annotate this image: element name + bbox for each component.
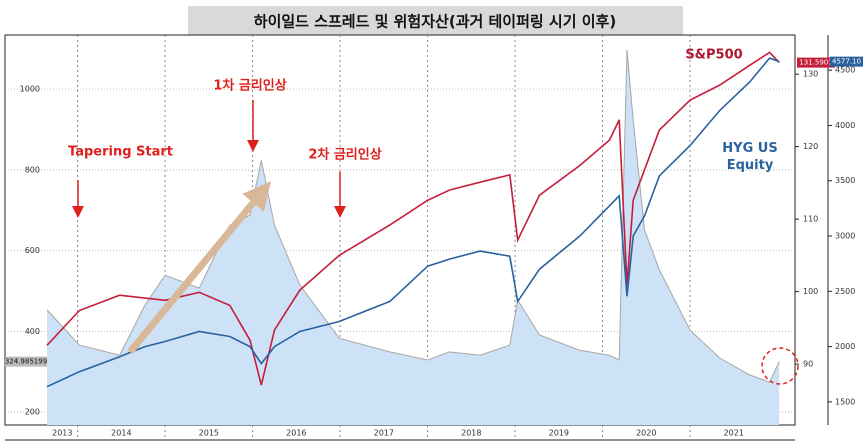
line [46, 49, 780, 383]
y3-tick-label: 3000 [835, 232, 855, 241]
y3-tick-label: 2500 [835, 287, 855, 296]
y-tick-label: 400 [25, 327, 40, 336]
y-tick-label: 800 [25, 165, 40, 174]
line [46, 51, 780, 386]
x-tick-label: 2016 [286, 429, 306, 438]
x-tick-label: 2013 [52, 429, 72, 438]
y2-tick-label: 110 [803, 215, 818, 224]
annotation: 2차 금리인상 [308, 147, 381, 163]
plot: 200 400 600 800 1000 90 100 110 120 130 1500 2000 25… [5, 35, 863, 440]
last-value-label: 131.5903 [799, 59, 832, 67]
y-tick-label: 200 [25, 408, 40, 417]
x-tick-label: 2020 [636, 429, 656, 438]
highlight-circle [761, 347, 799, 385]
x-tick-label: 2019 [549, 429, 569, 438]
trend-arrow [127, 181, 271, 355]
x-tick-label: 2015 [199, 429, 219, 438]
y3-tick-label: 4500 [835, 66, 855, 75]
last-value-label: 324.985199 [5, 358, 47, 366]
y3-tick-label: 3500 [835, 176, 855, 185]
x-tick-label: 2014 [111, 429, 131, 438]
area [47, 49, 780, 426]
annotation: 1차 금리인상 [213, 78, 286, 94]
y-tick-label: 1000 [20, 85, 40, 94]
x-tick-label: 2017 [374, 429, 394, 438]
last-value-box [797, 57, 835, 68]
chart-title: 하이일드 스프레드 및 위험자산(과거 테이퍼링 시기 이후) [254, 13, 616, 31]
x-tick-label: 2018 [461, 429, 481, 438]
x-tick-label: 2021 [724, 429, 744, 438]
y-tick-label: 600 [25, 246, 40, 255]
annotation: Tapering Start [68, 145, 173, 160]
y2-tick-label: 90 [803, 360, 813, 369]
series-label: S&P500 [685, 48, 742, 63]
y2-tick-label: 100 [803, 287, 818, 296]
series-label: HYG US Equity [722, 141, 778, 173]
y2-tick-label: 130 [803, 70, 818, 79]
y2-tick-label: 120 [803, 142, 818, 151]
title-box [188, 6, 683, 38]
last-value-box [5, 356, 47, 367]
y3-tick-label: 1500 [835, 397, 855, 406]
last-value-box [830, 56, 863, 67]
line [46, 57, 780, 388]
last-value-label: 4577.10 [832, 58, 861, 66]
y3-tick-label: 2000 [835, 342, 855, 351]
y3-tick-label: 4000 [835, 121, 855, 130]
